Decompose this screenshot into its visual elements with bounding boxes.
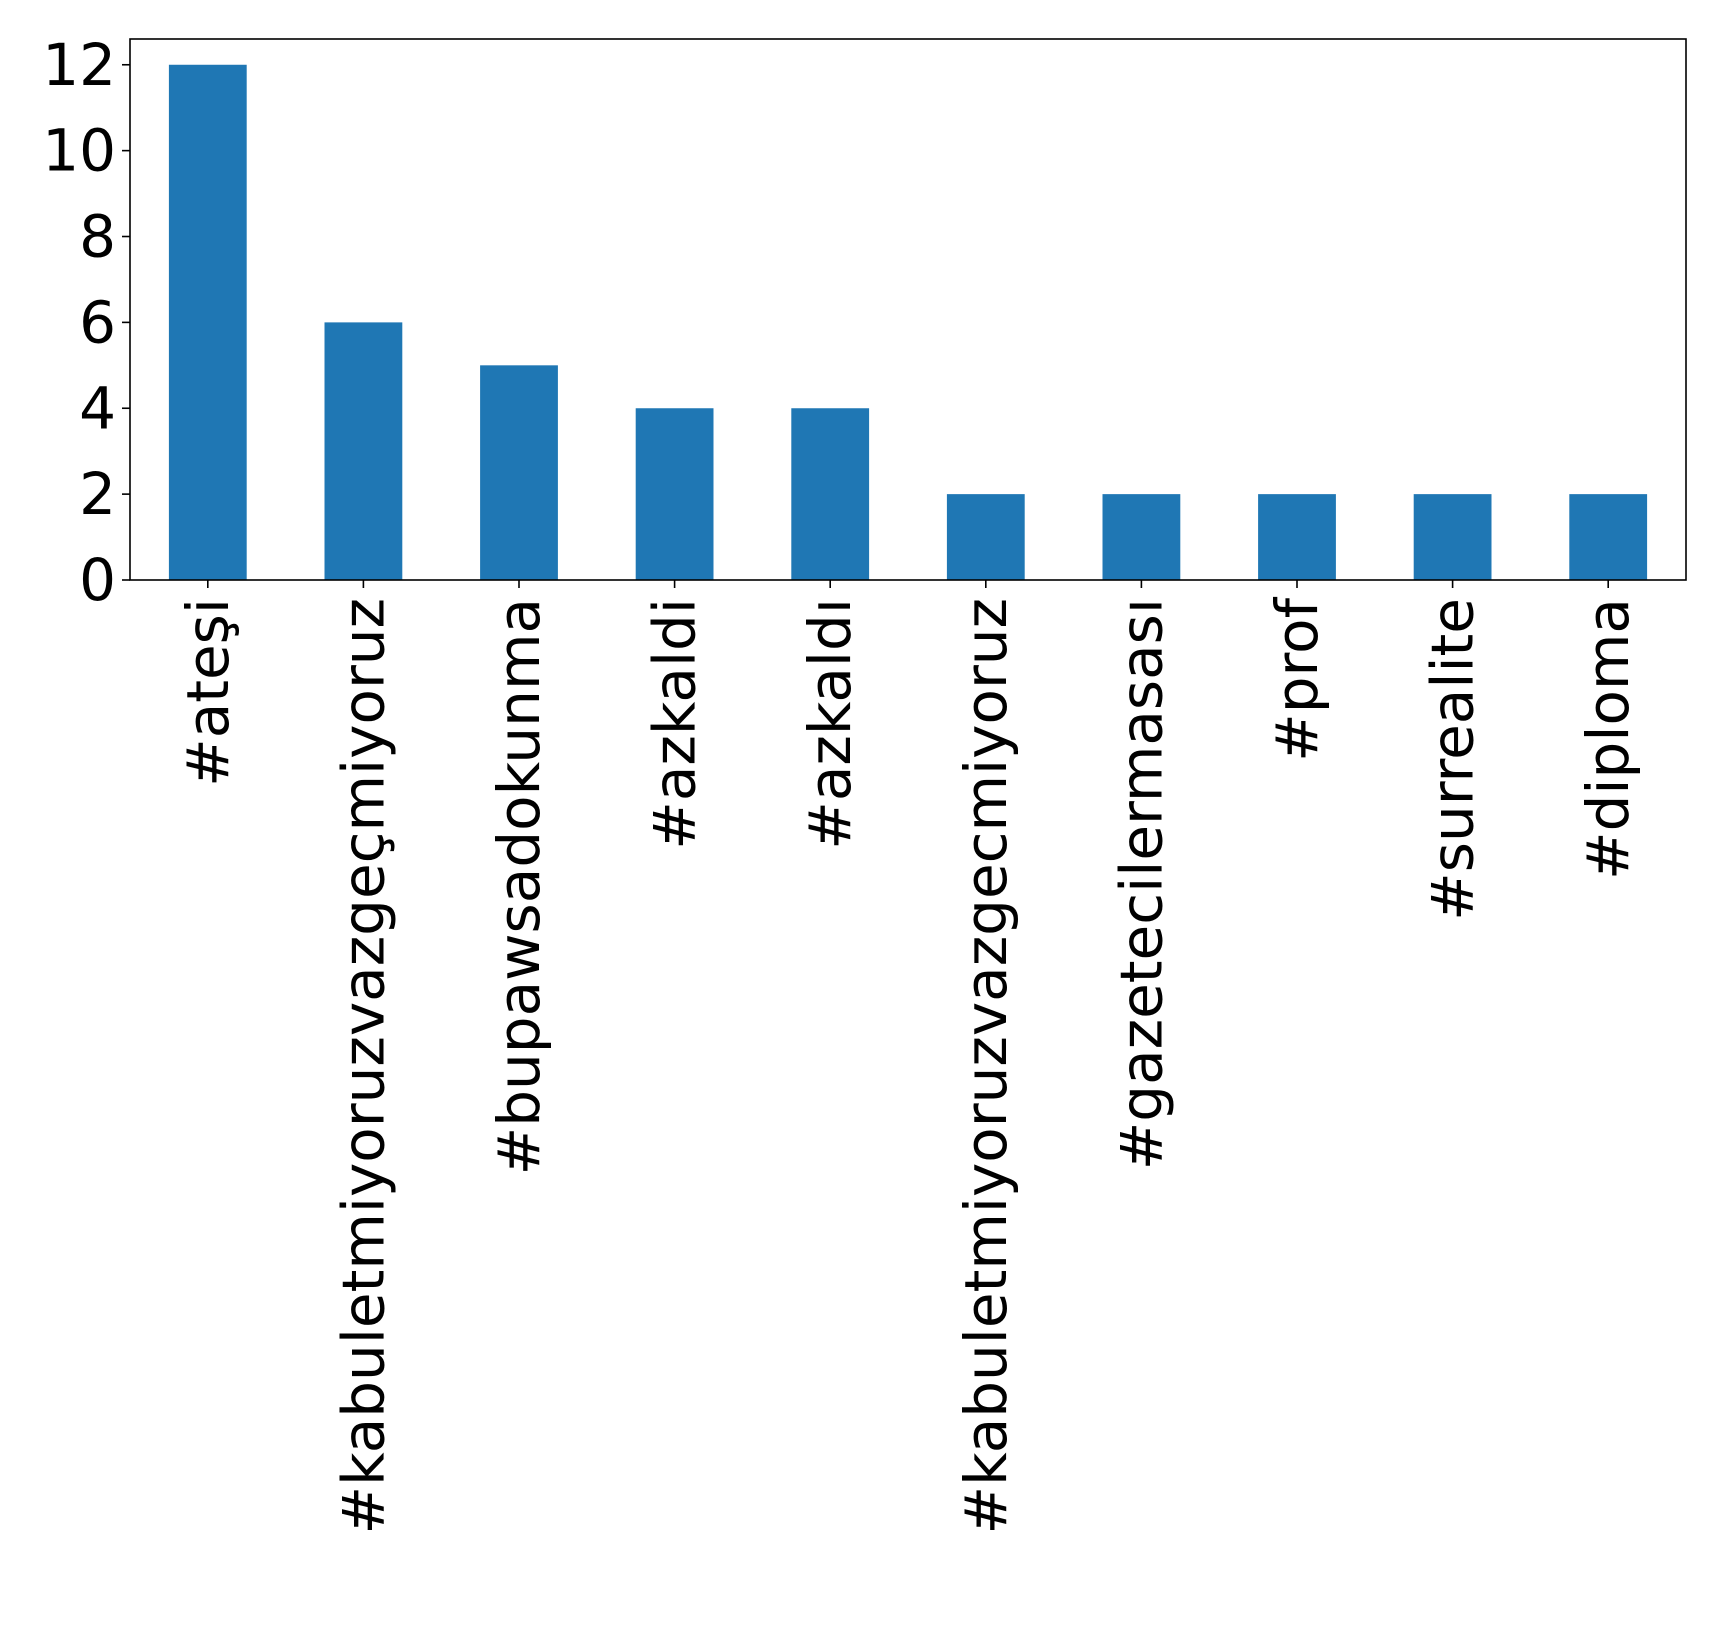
bar-7 <box>1258 494 1336 580</box>
x-axis: #ateşi #kabuletmiyoruzvazgeçmiyoruz #bupaw… <box>174 580 1642 1534</box>
bar-8 <box>1413 494 1492 580</box>
x-tick-label-1: #kabuletmiyoruzvazgeçmiyoruz <box>329 598 397 1534</box>
axes-layer <box>129 38 1687 581</box>
y-tick-label-1: 2 <box>79 460 116 528</box>
y-tick-label-5: 10 <box>42 117 116 185</box>
bars-layer <box>168 64 1648 580</box>
axes-frame <box>129 38 1687 581</box>
x-tick-label-4: #azkaldı <box>796 598 864 850</box>
bar-6 <box>1102 494 1181 580</box>
x-tick-label-9: #diploma <box>1574 598 1642 880</box>
bar-2 <box>480 365 558 580</box>
bar-3 <box>635 408 714 580</box>
bar-5 <box>946 494 1025 580</box>
x-tick-label-3: #azkaldi <box>641 598 709 850</box>
bar-4 <box>791 408 870 580</box>
bar-9 <box>1569 494 1648 580</box>
x-tick-label-5: #kabuletmiyoruzvazgecmiyoruz <box>952 598 1020 1534</box>
y-tick-label-3: 6 <box>79 288 116 356</box>
x-tick-label-8: #surrealite <box>1419 598 1487 921</box>
y-tick-label-2: 4 <box>79 374 116 442</box>
y-tick-label-4: 8 <box>79 203 116 271</box>
x-tick-label-0: #ateşi <box>174 598 242 787</box>
x-tick-label-7: #prof <box>1263 596 1331 761</box>
y-axis: 0 2 4 6 8 10 12 <box>42 31 130 614</box>
bar-1 <box>324 322 403 580</box>
x-tick-label-6: #gazetecilermasası <box>1107 598 1175 1170</box>
bar-0 <box>168 64 247 580</box>
y-tick-label-6: 12 <box>42 31 116 99</box>
y-tick-label-0: 0 <box>79 546 116 614</box>
x-tick-label-2: #bupawsadokunma <box>485 598 553 1175</box>
